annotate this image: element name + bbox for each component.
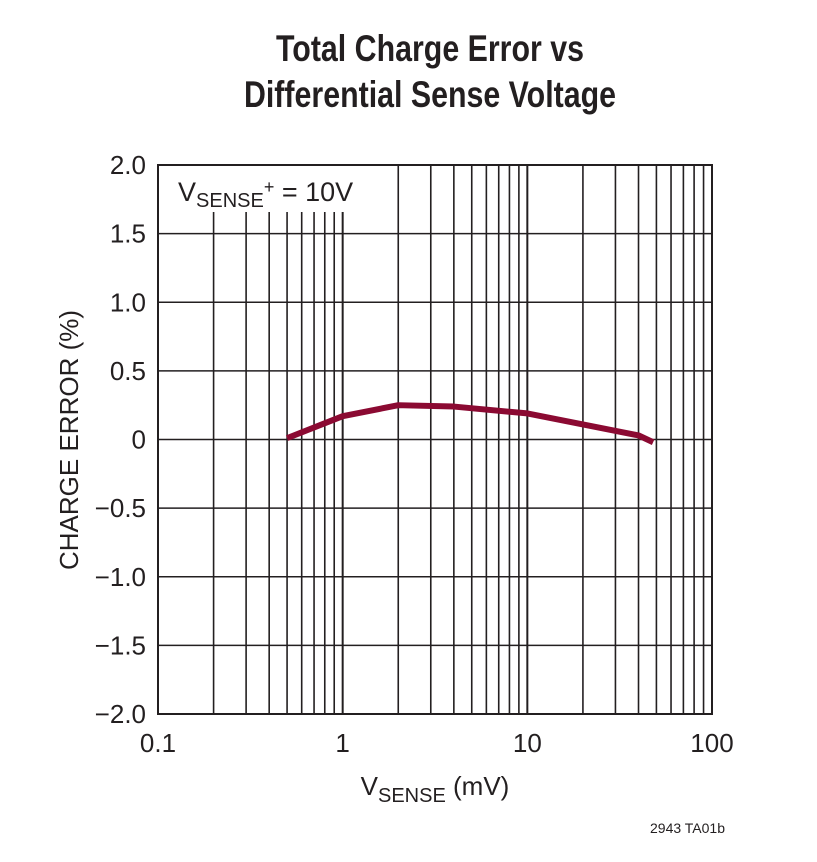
series-line [285,402,655,445]
y-tick-label: 0.5 [110,356,146,386]
y-tick-label: 0 [132,425,146,455]
x-tick-label: 10 [513,728,542,758]
y-tick-label: −0.5 [95,493,146,523]
grid [158,165,712,714]
y-tick-label: 1.0 [110,287,146,317]
y-tick-label: 1.5 [110,219,146,249]
x-tick-label: 1 [335,728,349,758]
chart-title-line2: Differential Sense Voltage [243,74,617,115]
footnote: 2943 TA01b [650,820,725,836]
y-tick-label: −1.5 [95,630,146,660]
x-axis-label: VSENSE (mV) [361,771,510,807]
annotation: VSENSE+ = 10V [178,177,353,212]
y-tick-label: 2.0 [110,150,146,180]
y-tick-label: −2.0 [95,699,146,729]
y-tick-label: −1.0 [95,562,146,592]
x-tick-label: 100 [690,728,733,758]
chart-title-line1: Total Charge Error vs [276,28,584,69]
annotation-box [159,166,357,212]
plot-frame [157,164,713,715]
x-tick-label: 0.1 [140,728,176,758]
y-axis-label: CHARGE ERROR (%) [54,310,84,570]
